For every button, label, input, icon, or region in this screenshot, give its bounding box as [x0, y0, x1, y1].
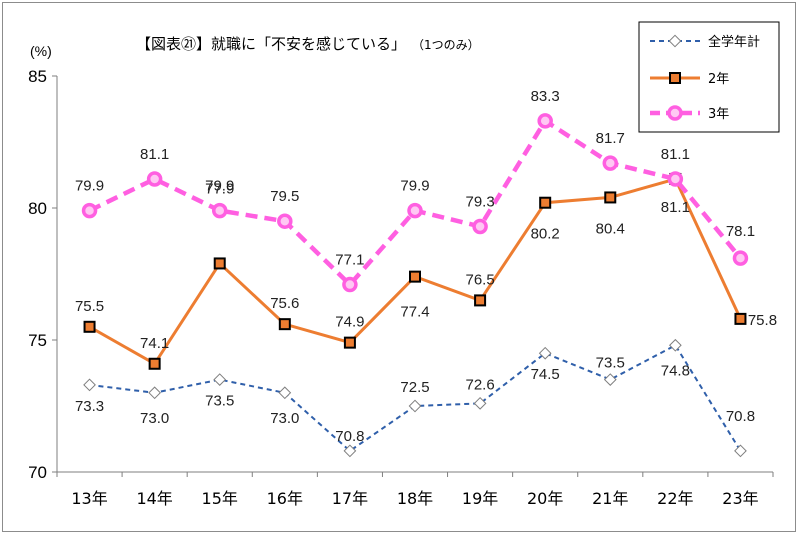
data-point-marker: [537, 113, 553, 129]
data-label: 81.1: [661, 199, 690, 216]
data-label: 80.2: [531, 226, 560, 243]
x-tick-label: 16年: [267, 489, 303, 508]
data-label: 79.5: [270, 188, 299, 205]
y-tick-label: 75: [28, 331, 47, 350]
data-label: 80.4: [596, 220, 625, 237]
series-line: [88, 117, 743, 288]
legend-marker: [668, 34, 682, 48]
x-tick-label: 13年: [71, 489, 107, 508]
x-tick-label: 19年: [462, 489, 498, 508]
y-tick-label: 80: [28, 199, 47, 218]
data-point-marker: [602, 155, 619, 171]
data-point-marker: [472, 218, 488, 235]
data-point-marker: [667, 171, 684, 187]
data-point-marker: [278, 318, 291, 331]
data-point-marker: [539, 196, 552, 209]
data-point-marker: [474, 294, 487, 307]
data-point-marker: [409, 270, 421, 283]
data-label: 81.1: [140, 146, 169, 163]
data-point-marker: [473, 396, 487, 410]
data-label: 70.8: [726, 408, 755, 425]
data-label: 75.5: [75, 298, 104, 315]
data-point-marker: [603, 373, 617, 386]
data-point-marker: [211, 202, 228, 219]
data-label: 74.1: [140, 335, 169, 352]
data-label: 74.5: [531, 366, 560, 383]
x-tick-label: 20年: [527, 489, 563, 508]
x-tick-label: 17年: [332, 489, 368, 508]
data-label: 73.0: [140, 410, 169, 427]
data-point-marker: [538, 346, 552, 360]
y-axis-unit: (%): [30, 43, 52, 59]
chart-subtitle: （1つのみ）: [412, 38, 480, 52]
data-label: 83.3: [531, 88, 560, 105]
data-point-marker: [343, 336, 356, 349]
data-point-marker: [734, 444, 747, 458]
data-point-marker: [408, 399, 422, 413]
data-label: 73.0: [270, 410, 299, 427]
legend-marker: [667, 105, 683, 121]
data-point-marker: [146, 171, 163, 187]
data-label: 77.4: [400, 304, 429, 321]
x-tick-label: 22年: [657, 489, 693, 508]
data-label: 75.8: [748, 312, 777, 329]
data-point-marker: [213, 257, 226, 270]
data-label: 77.9: [205, 180, 234, 197]
data-label: 81.7: [596, 130, 625, 147]
data-point-marker: [604, 191, 617, 204]
x-tick-label: 15年: [202, 489, 238, 508]
data-label: 72.6: [465, 376, 494, 393]
data-point-marker: [148, 357, 161, 370]
data-label: 75.6: [270, 295, 299, 312]
x-tick-label: 18年: [397, 489, 433, 508]
data-point-marker: [213, 373, 227, 386]
data-label: 79.3: [465, 193, 494, 210]
data-point-marker: [277, 213, 293, 229]
data-label: 76.5: [465, 271, 494, 288]
x-tick-label: 23年: [722, 489, 758, 508]
data-label: 79.9: [400, 178, 429, 195]
data-label: 72.5: [400, 379, 429, 396]
data-point-marker: [342, 276, 358, 293]
data-label: 74.9: [335, 314, 364, 331]
data-point-marker: [407, 202, 423, 219]
x-tick-label: 21年: [592, 489, 628, 508]
data-label: 81.1: [661, 146, 690, 163]
legend-label: 3年: [708, 107, 729, 122]
legend-label: 全学年計: [708, 34, 760, 50]
x-tick-label: 14年: [136, 489, 172, 508]
data-point-marker: [278, 386, 292, 400]
legend-label: 2年: [708, 72, 729, 87]
data-point-marker: [343, 444, 357, 458]
data-label: 70.8: [335, 428, 364, 445]
data-point-marker: [668, 338, 682, 352]
data-point-marker: [734, 312, 747, 325]
data-label: 77.1: [335, 252, 364, 269]
data-label: 74.8: [661, 362, 690, 379]
data-label: 79.9: [205, 178, 234, 195]
chart-title: 【図表㉑】就職に「不安を感じている」: [136, 35, 406, 53]
data-point-marker: [83, 320, 96, 333]
data-point-marker: [83, 378, 96, 392]
data-point-marker: [148, 386, 162, 400]
data-point-marker: [81, 202, 98, 219]
data-label: 73.5: [596, 355, 625, 372]
data-label: 73.5: [205, 393, 234, 410]
data-point-marker: [732, 250, 749, 266]
data-label: 79.9: [75, 178, 104, 195]
y-tick-label: 85: [28, 67, 47, 86]
legend-marker: [669, 72, 681, 84]
data-label: 73.3: [75, 398, 104, 415]
y-tick-label: 70: [28, 463, 47, 482]
series-line: [89, 343, 742, 453]
data-label: 78.1: [726, 223, 755, 240]
